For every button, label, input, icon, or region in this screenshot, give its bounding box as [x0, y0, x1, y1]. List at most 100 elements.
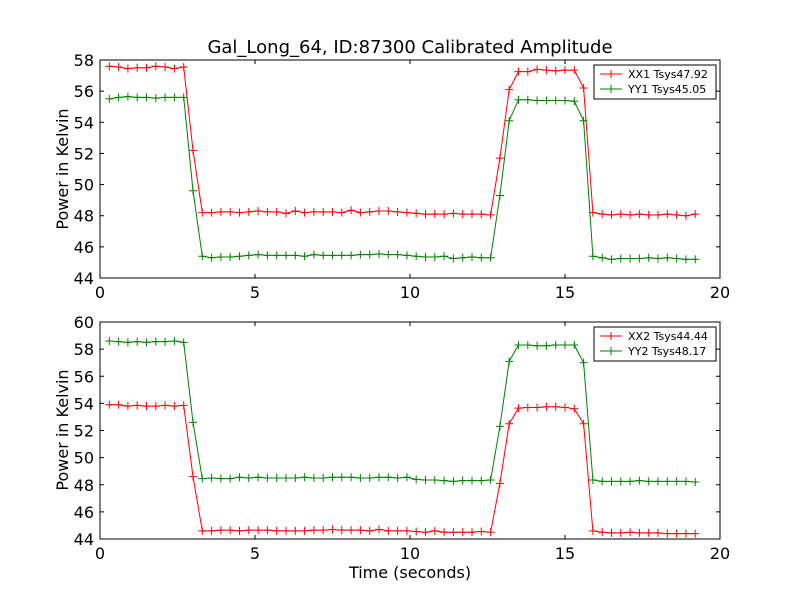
- y-tick-label: 44: [74, 530, 94, 549]
- data-point: [207, 208, 216, 217]
- data-point: [607, 477, 616, 486]
- data-point: [486, 528, 495, 537]
- data-point: [300, 473, 309, 482]
- subplot-2: 0 5 10 15 20 44 46 48 50 52 54 56 58 60 Power in Kelvi…: [53, 313, 730, 582]
- data-point: [570, 97, 579, 106]
- y-tick-label: 52: [74, 144, 94, 163]
- data-point: [142, 402, 151, 411]
- data-point: [561, 66, 569, 75]
- x-tick-label: 5: [250, 544, 260, 563]
- data-point: [375, 473, 383, 482]
- y-tick-label: 50: [74, 176, 94, 195]
- data-point: [347, 206, 356, 215]
- y-tick-label: 52: [74, 422, 94, 441]
- data-point: [393, 473, 402, 482]
- data-point: [477, 253, 486, 262]
- data-point: [179, 401, 188, 410]
- data-point: [393, 526, 402, 535]
- data-point: [440, 528, 449, 537]
- data-point: [300, 526, 309, 535]
- data-point: [402, 526, 411, 535]
- data-point: [468, 252, 476, 261]
- x-tick-label: 10: [400, 544, 420, 563]
- data-point: [533, 65, 542, 74]
- data-point: [430, 526, 439, 535]
- data-point: [300, 252, 309, 261]
- data-point: [254, 526, 263, 535]
- data-point: [468, 476, 476, 485]
- data-point: [616, 254, 625, 263]
- data-point: [626, 210, 635, 219]
- data-point: [282, 251, 290, 260]
- data-point: [133, 93, 142, 102]
- data-point: [123, 64, 132, 73]
- data-point: [635, 210, 644, 219]
- data-point: [272, 207, 281, 216]
- data-point: [579, 116, 588, 125]
- data-point: [170, 93, 179, 102]
- data-point: [384, 473, 393, 482]
- data-point: [663, 210, 672, 219]
- data-point: [654, 477, 662, 486]
- data-point: [375, 525, 383, 534]
- data-point: [337, 526, 346, 535]
- y-axis-label: Power in Kelvin: [53, 369, 72, 490]
- y-axis-label: Power in Kelvin: [53, 108, 72, 229]
- y-tick-label: 54: [74, 394, 94, 413]
- data-point: [189, 146, 197, 155]
- data-point: [440, 252, 449, 261]
- data-point: [523, 95, 532, 104]
- y-tick-label: 56: [74, 367, 94, 386]
- data-point: [514, 341, 523, 350]
- data-point: [495, 154, 504, 163]
- data-point: [672, 254, 681, 263]
- data-point: [542, 66, 551, 75]
- data-point: [616, 528, 625, 537]
- data-point: [412, 209, 421, 218]
- data-point: [263, 207, 272, 216]
- data-point: [235, 208, 244, 217]
- data-point: [347, 526, 356, 535]
- series-line: [109, 404, 696, 535]
- data-point: [170, 64, 179, 73]
- data-point: [468, 210, 476, 219]
- series-2-2: [105, 336, 700, 487]
- data-point: [375, 249, 383, 258]
- y-tick-label: 58: [74, 340, 94, 359]
- data-point: [244, 251, 253, 260]
- data-point: [337, 473, 346, 482]
- data-point: [458, 210, 467, 219]
- data-point: [412, 527, 421, 536]
- data-point: [254, 207, 263, 216]
- data-point: [161, 337, 170, 346]
- data-point: [272, 251, 281, 260]
- data-point: [607, 210, 616, 219]
- data-point: [681, 477, 690, 486]
- data-point: [328, 473, 337, 482]
- data-point: [579, 84, 588, 93]
- data-point: [561, 403, 569, 412]
- data-point: [551, 96, 560, 105]
- legend-box: [593, 64, 717, 100]
- data-point: [523, 67, 532, 76]
- data-point: [328, 207, 337, 216]
- data-point: [151, 62, 160, 71]
- data-point: [337, 251, 346, 260]
- data-point: [291, 251, 300, 260]
- data-point: [449, 209, 458, 218]
- data-point: [300, 208, 309, 217]
- data-point: [505, 357, 514, 366]
- legend-box: [593, 326, 717, 362]
- data-point: [533, 341, 542, 350]
- data-point: [282, 473, 290, 482]
- data-point: [430, 476, 439, 485]
- data-point: [579, 358, 588, 367]
- data-point: [347, 251, 356, 260]
- data-point: [114, 337, 123, 346]
- data-point: [216, 474, 225, 483]
- data-point: [244, 526, 253, 535]
- y-tick-label: 54: [74, 113, 94, 132]
- data-point: [598, 253, 607, 262]
- data-point: [440, 476, 449, 485]
